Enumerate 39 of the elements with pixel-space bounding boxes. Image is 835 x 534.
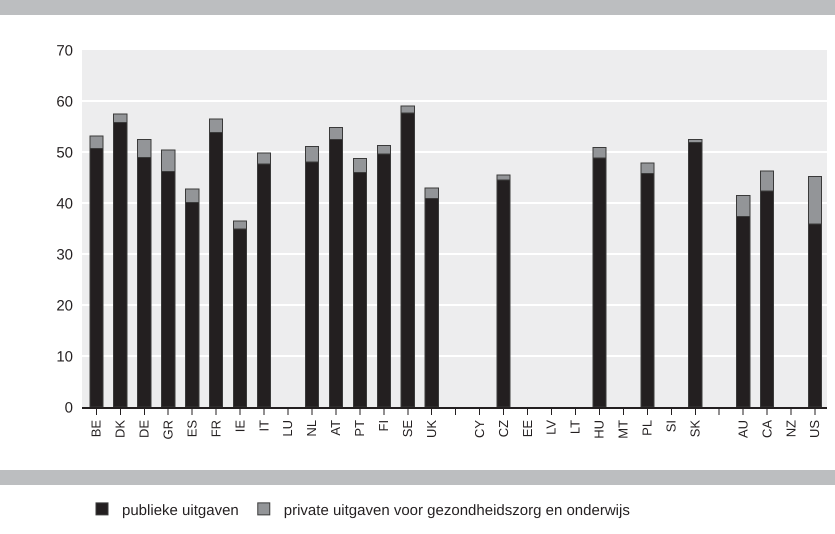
x-tick-label: DK bbox=[112, 420, 128, 438]
x-tick-label: IE bbox=[232, 420, 248, 432]
x-tick-label: ES bbox=[184, 420, 200, 438]
y-tick-label: 20 bbox=[56, 297, 73, 314]
x-tick-label: LU bbox=[280, 420, 296, 437]
y-tick-label: 0 bbox=[64, 399, 73, 416]
x-tick-label: CZ bbox=[496, 420, 511, 438]
x-tick-label: LV bbox=[544, 420, 559, 435]
x-tick-label: IT bbox=[256, 420, 272, 432]
x-tick-label: CY bbox=[472, 420, 487, 438]
x-tick-label: AT bbox=[328, 420, 344, 436]
x-tick-label: AU bbox=[735, 420, 750, 438]
y-tick-label: 70 bbox=[56, 42, 73, 60]
x-tick-label: SE bbox=[400, 420, 416, 438]
x-tick-label: HU bbox=[592, 420, 607, 439]
y-tick-label: 50 bbox=[56, 144, 73, 162]
y-tick-label: 10 bbox=[56, 348, 73, 366]
x-tick-label: MT bbox=[616, 420, 631, 439]
x-tick-label: FI bbox=[376, 420, 392, 432]
legend-label: publieke uitgaven bbox=[122, 502, 239, 519]
x-tick-label: PL bbox=[640, 420, 655, 436]
x-tick-label: UK bbox=[424, 420, 439, 438]
x-tick-label: SK bbox=[687, 420, 702, 438]
x-tick-label: LT bbox=[568, 420, 583, 434]
x-tick-label: US bbox=[807, 420, 822, 438]
x-tick-label: NZ bbox=[783, 420, 798, 438]
x-tick-label: GR bbox=[160, 420, 176, 440]
x-tick-label: NL bbox=[304, 420, 320, 437]
x-tick-label: EE bbox=[520, 420, 535, 438]
x-tick-label: DE bbox=[136, 420, 152, 438]
y-tick-label: 30 bbox=[56, 246, 73, 264]
x-tick-label: BE bbox=[88, 420, 104, 438]
y-tick-label: 60 bbox=[56, 93, 73, 110]
x-tick-label: FR bbox=[208, 420, 224, 438]
y-tick-label: 40 bbox=[56, 195, 73, 212]
x-tick-label: CA bbox=[759, 420, 774, 438]
x-tick-label: PT bbox=[352, 420, 368, 437]
x-tick-label: SI bbox=[664, 420, 679, 432]
legend-label: private uitgaven voor gezondheidszorg en onderwijs bbox=[284, 502, 630, 519]
